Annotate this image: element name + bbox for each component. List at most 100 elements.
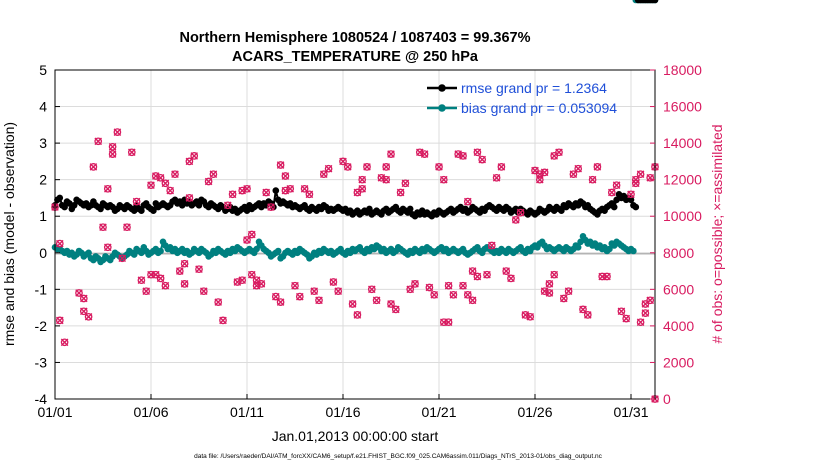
x-axis-label: Jan.01,2013 00:00:00 start: [272, 428, 439, 444]
obs-count-marker: [142, 287, 151, 296]
rmse-point: [97, 205, 104, 213]
rmse-point: [632, 203, 640, 211]
obs-count-extra-marker: [55, 316, 64, 325]
obs-count-extra-marker: [545, 280, 554, 288]
rmse-point: [366, 205, 373, 213]
obs-count-marker: [228, 190, 237, 199]
obs-count-marker: [511, 216, 520, 224]
y-left-tick-label-1: -3: [35, 354, 48, 370]
obs-count-marker: [487, 241, 496, 250]
obs-count-marker: [367, 285, 376, 294]
obs-count-marker: [132, 197, 141, 206]
obs-count-marker: [137, 276, 146, 285]
legend-item-rmse: rmse grand pr = 1.2364: [427, 80, 607, 96]
rmse-point: [195, 202, 203, 209]
obs-count-extra-marker: [103, 184, 112, 193]
legend-label-bias: bias grand pr = 0.053094: [461, 100, 617, 116]
bias-point: [157, 247, 164, 255]
obs-count-extra-marker: [550, 270, 559, 279]
y-right-tick-label-2: 4000: [663, 318, 694, 334]
obs-count-marker: [430, 290, 439, 299]
legend-label-rmse: rmse grand pr = 1.2364: [461, 80, 607, 96]
obs-count-marker: [391, 305, 400, 314]
rmse-point: [61, 203, 68, 211]
obs-count-marker: [574, 164, 583, 173]
y-right-tick-label-3: 6000: [663, 281, 694, 297]
plot-frame: [54, 69, 656, 400]
obs-count-marker: [435, 163, 443, 171]
obs-count-marker: [171, 170, 179, 179]
obs-count-marker: [329, 278, 338, 286]
obs-count-marker: [526, 312, 535, 321]
y-left-tick-label-8: 4: [39, 99, 47, 115]
obs-count-marker: [401, 179, 410, 188]
bias-series: [51, 0, 659, 266]
y-right-tick-label-1: 2000: [663, 354, 694, 370]
obs-count-marker: [507, 274, 515, 283]
obs-count-marker: [190, 152, 199, 160]
obs-count-extra-marker: [281, 172, 290, 180]
obs-count-marker: [617, 307, 626, 316]
obs-count-marker: [195, 265, 203, 274]
obs-count-marker: [108, 142, 117, 151]
obs-count-marker: [636, 318, 645, 327]
obs-count-marker: [295, 292, 304, 301]
obs-count-extra-marker: [252, 276, 261, 285]
grid: [54, 69, 655, 400]
obs-count-marker: [516, 208, 525, 217]
obs-count-marker: [79, 294, 88, 303]
obs-count-extra-marker: [180, 259, 189, 268]
obs-count-marker: [449, 290, 458, 299]
obs-count-marker: [238, 276, 247, 285]
obs-count-marker: [180, 280, 189, 288]
obs-count-extra-marker: [641, 300, 650, 308]
obs-count-marker: [94, 137, 103, 146]
obs-count-extra-marker: [636, 170, 645, 179]
obs-count-marker: [641, 309, 650, 317]
obs-count-marker: [315, 296, 323, 305]
obs-count-marker: [214, 298, 223, 306]
obs-count-marker: [555, 148, 563, 157]
obs-count-marker: [612, 181, 621, 190]
y-left-tick-label-4: 0: [39, 245, 47, 261]
obs-count-extra-marker: [382, 175, 391, 184]
obs-count-marker: [545, 289, 554, 297]
y-left-tick-label-6: 2: [39, 172, 47, 188]
obs-count-marker: [262, 188, 271, 197]
obs-count-extra-marker: [387, 150, 395, 158]
obs-count-marker: [588, 175, 597, 184]
obs-count-extra-marker: [473, 272, 482, 281]
obs-count-extra-marker: [161, 179, 170, 188]
rmse-point: [56, 194, 64, 202]
rmse-point: [272, 187, 280, 194]
bias-point: [630, 247, 637, 255]
obs-count-marker: [334, 287, 343, 296]
y-left-tick-label-9: 5: [39, 62, 47, 78]
y-left-tick-label-5: 1: [39, 208, 47, 224]
bias-point: [274, 247, 282, 255]
obs-count-marker: [166, 186, 175, 195]
obs-count-marker: [324, 164, 333, 173]
obs-count-extra-marker: [84, 312, 93, 321]
obs-count-extra-marker: [151, 270, 160, 279]
x-tick-label-3: 01/16: [325, 404, 360, 420]
y-left-tick-label-0: -4: [35, 391, 48, 407]
obs-count-marker: [223, 201, 232, 210]
rmse-point: [627, 196, 635, 204]
obs-count-marker: [127, 148, 136, 157]
obs-count-marker: [425, 283, 434, 292]
obs-count-marker: [363, 163, 371, 171]
x-tick-label-5: 01/26: [517, 404, 552, 420]
obs-count-marker: [353, 311, 362, 319]
y-right-axis-label: # of obs: o=possible; ×=assimilated: [709, 124, 725, 343]
x-tick-label-4: 01/21: [421, 404, 456, 420]
obs-count-marker: [492, 173, 501, 182]
obs-count-marker: [444, 281, 453, 290]
y-right-tick-label-8: 16000: [663, 99, 702, 115]
y-right-axis-ticks: 0 2000 4000 6000 8000 10000 12000 14000 16000 180…: [650, 62, 702, 407]
obs-count-marker: [219, 316, 227, 325]
obs-count-marker: [286, 184, 295, 193]
obs-count-marker: [310, 287, 319, 296]
obs-count-marker: [161, 281, 170, 290]
